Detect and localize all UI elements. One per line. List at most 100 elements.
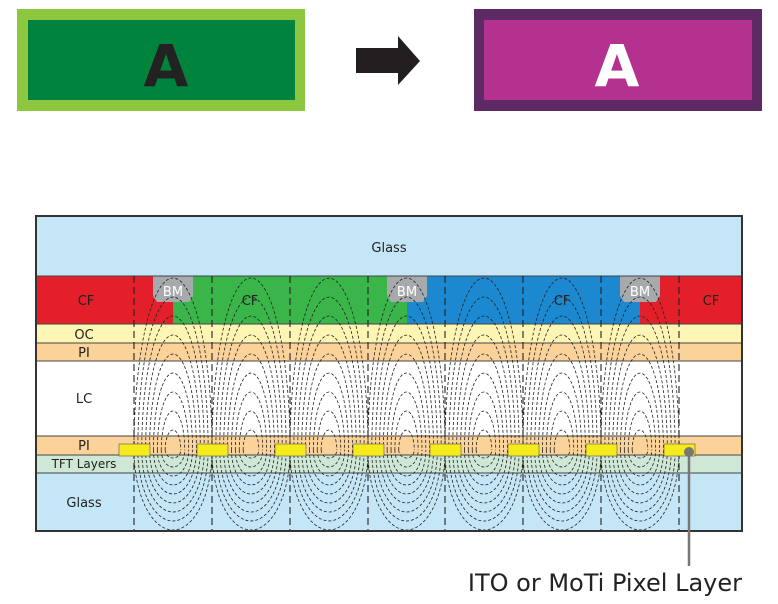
tft-label: TFT Layers: [51, 457, 117, 471]
field-line: [620, 372, 660, 451]
field-line: [238, 449, 264, 468]
field-line: [301, 449, 357, 504]
black-matrix-3: [620, 276, 660, 302]
before-letter: A: [144, 32, 189, 100]
callout-dot: [684, 447, 694, 457]
field-line: [460, 353, 508, 451]
pixel-electrode: [118, 443, 151, 457]
field-line: [456, 334, 512, 451]
field-line: [549, 410, 575, 451]
field-line: [522, 277, 602, 451]
black-matrix-2: [387, 276, 427, 302]
field-line: [623, 449, 657, 477]
field-line: [219, 449, 283, 513]
field-line: [398, 429, 415, 451]
field-line: [164, 429, 182, 451]
field-line: [379, 334, 434, 451]
field-line: [164, 449, 182, 459]
field-line: [293, 449, 365, 522]
right-arrow-icon: [356, 36, 420, 85]
field-line: [444, 277, 524, 451]
field-line: [464, 449, 504, 486]
field-line: [390, 449, 423, 477]
field-line: [616, 353, 664, 451]
field-line: [620, 449, 660, 486]
cf-blue-label: CF: [554, 294, 571, 309]
field-line: [394, 410, 419, 451]
lc-layer: [36, 361, 742, 436]
field-line: [238, 410, 264, 451]
field-line: [219, 315, 283, 451]
field-line: [534, 449, 590, 504]
field-line: [297, 315, 361, 451]
pixel-electrode: [352, 443, 385, 457]
field-line: [367, 277, 446, 451]
field-line: [612, 449, 668, 504]
field-line: [627, 410, 653, 451]
pixel-electrode: [274, 443, 307, 457]
field-line: [153, 372, 193, 451]
field-line: [316, 449, 342, 468]
field-line: [382, 353, 431, 451]
oc-layer: [36, 324, 742, 343]
field-line: [530, 449, 594, 513]
field-line: [448, 449, 520, 522]
field-line: [542, 449, 582, 486]
field-line: [149, 353, 197, 451]
field-line: [309, 449, 349, 486]
after-letter: A: [595, 32, 640, 100]
field-line: [467, 391, 501, 451]
field-line: [538, 353, 586, 451]
field-line: [467, 449, 501, 477]
field-line: [553, 449, 571, 459]
field-line: [631, 429, 649, 451]
field-line: [375, 315, 438, 451]
field-line: [604, 296, 676, 451]
glass-top-label: Glass: [371, 241, 406, 256]
field-line: [545, 449, 579, 477]
field-line: [386, 449, 427, 486]
field-line: [137, 449, 209, 522]
cf-right-label: CF: [703, 294, 720, 309]
field-line: [475, 449, 493, 459]
field-line: [631, 449, 649, 459]
field-line: [464, 372, 504, 451]
before-panel: A: [17, 9, 305, 111]
field-line: [145, 449, 201, 504]
field-line: [371, 449, 442, 522]
field-line: [475, 429, 493, 451]
pixel-electrode: [585, 443, 618, 457]
field-line: [141, 449, 205, 513]
field-line: [231, 449, 271, 486]
field-line: [471, 410, 497, 451]
glass-top-layer: [36, 216, 742, 276]
field-line: [234, 449, 268, 477]
lc-label: LC: [76, 392, 92, 407]
field-line: [320, 449, 338, 459]
field-line: [156, 449, 190, 477]
field-line: [452, 315, 516, 451]
diagram-frame: [35, 215, 743, 532]
field-line: [627, 449, 653, 468]
field-line: [242, 449, 260, 459]
field-line: [234, 391, 268, 451]
field-line: [386, 372, 427, 451]
field-line: [160, 449, 186, 468]
field-line: [379, 449, 434, 504]
field-line: [371, 296, 442, 451]
bm-label: BM: [397, 285, 417, 300]
field-line: [297, 449, 361, 513]
field-line: [223, 449, 279, 504]
pixel-electrodes: [118, 443, 696, 457]
field-line: [231, 372, 271, 451]
pixel-electrode: [196, 443, 229, 457]
oc-label: OC: [74, 328, 93, 343]
field-line: [301, 334, 357, 451]
field-line: [600, 277, 680, 451]
field-line: [320, 429, 338, 451]
field-line: [156, 391, 190, 451]
field-line: [289, 277, 369, 451]
field-line: [141, 315, 205, 451]
field-line: [215, 449, 287, 522]
pixel-electrode: [507, 443, 540, 457]
